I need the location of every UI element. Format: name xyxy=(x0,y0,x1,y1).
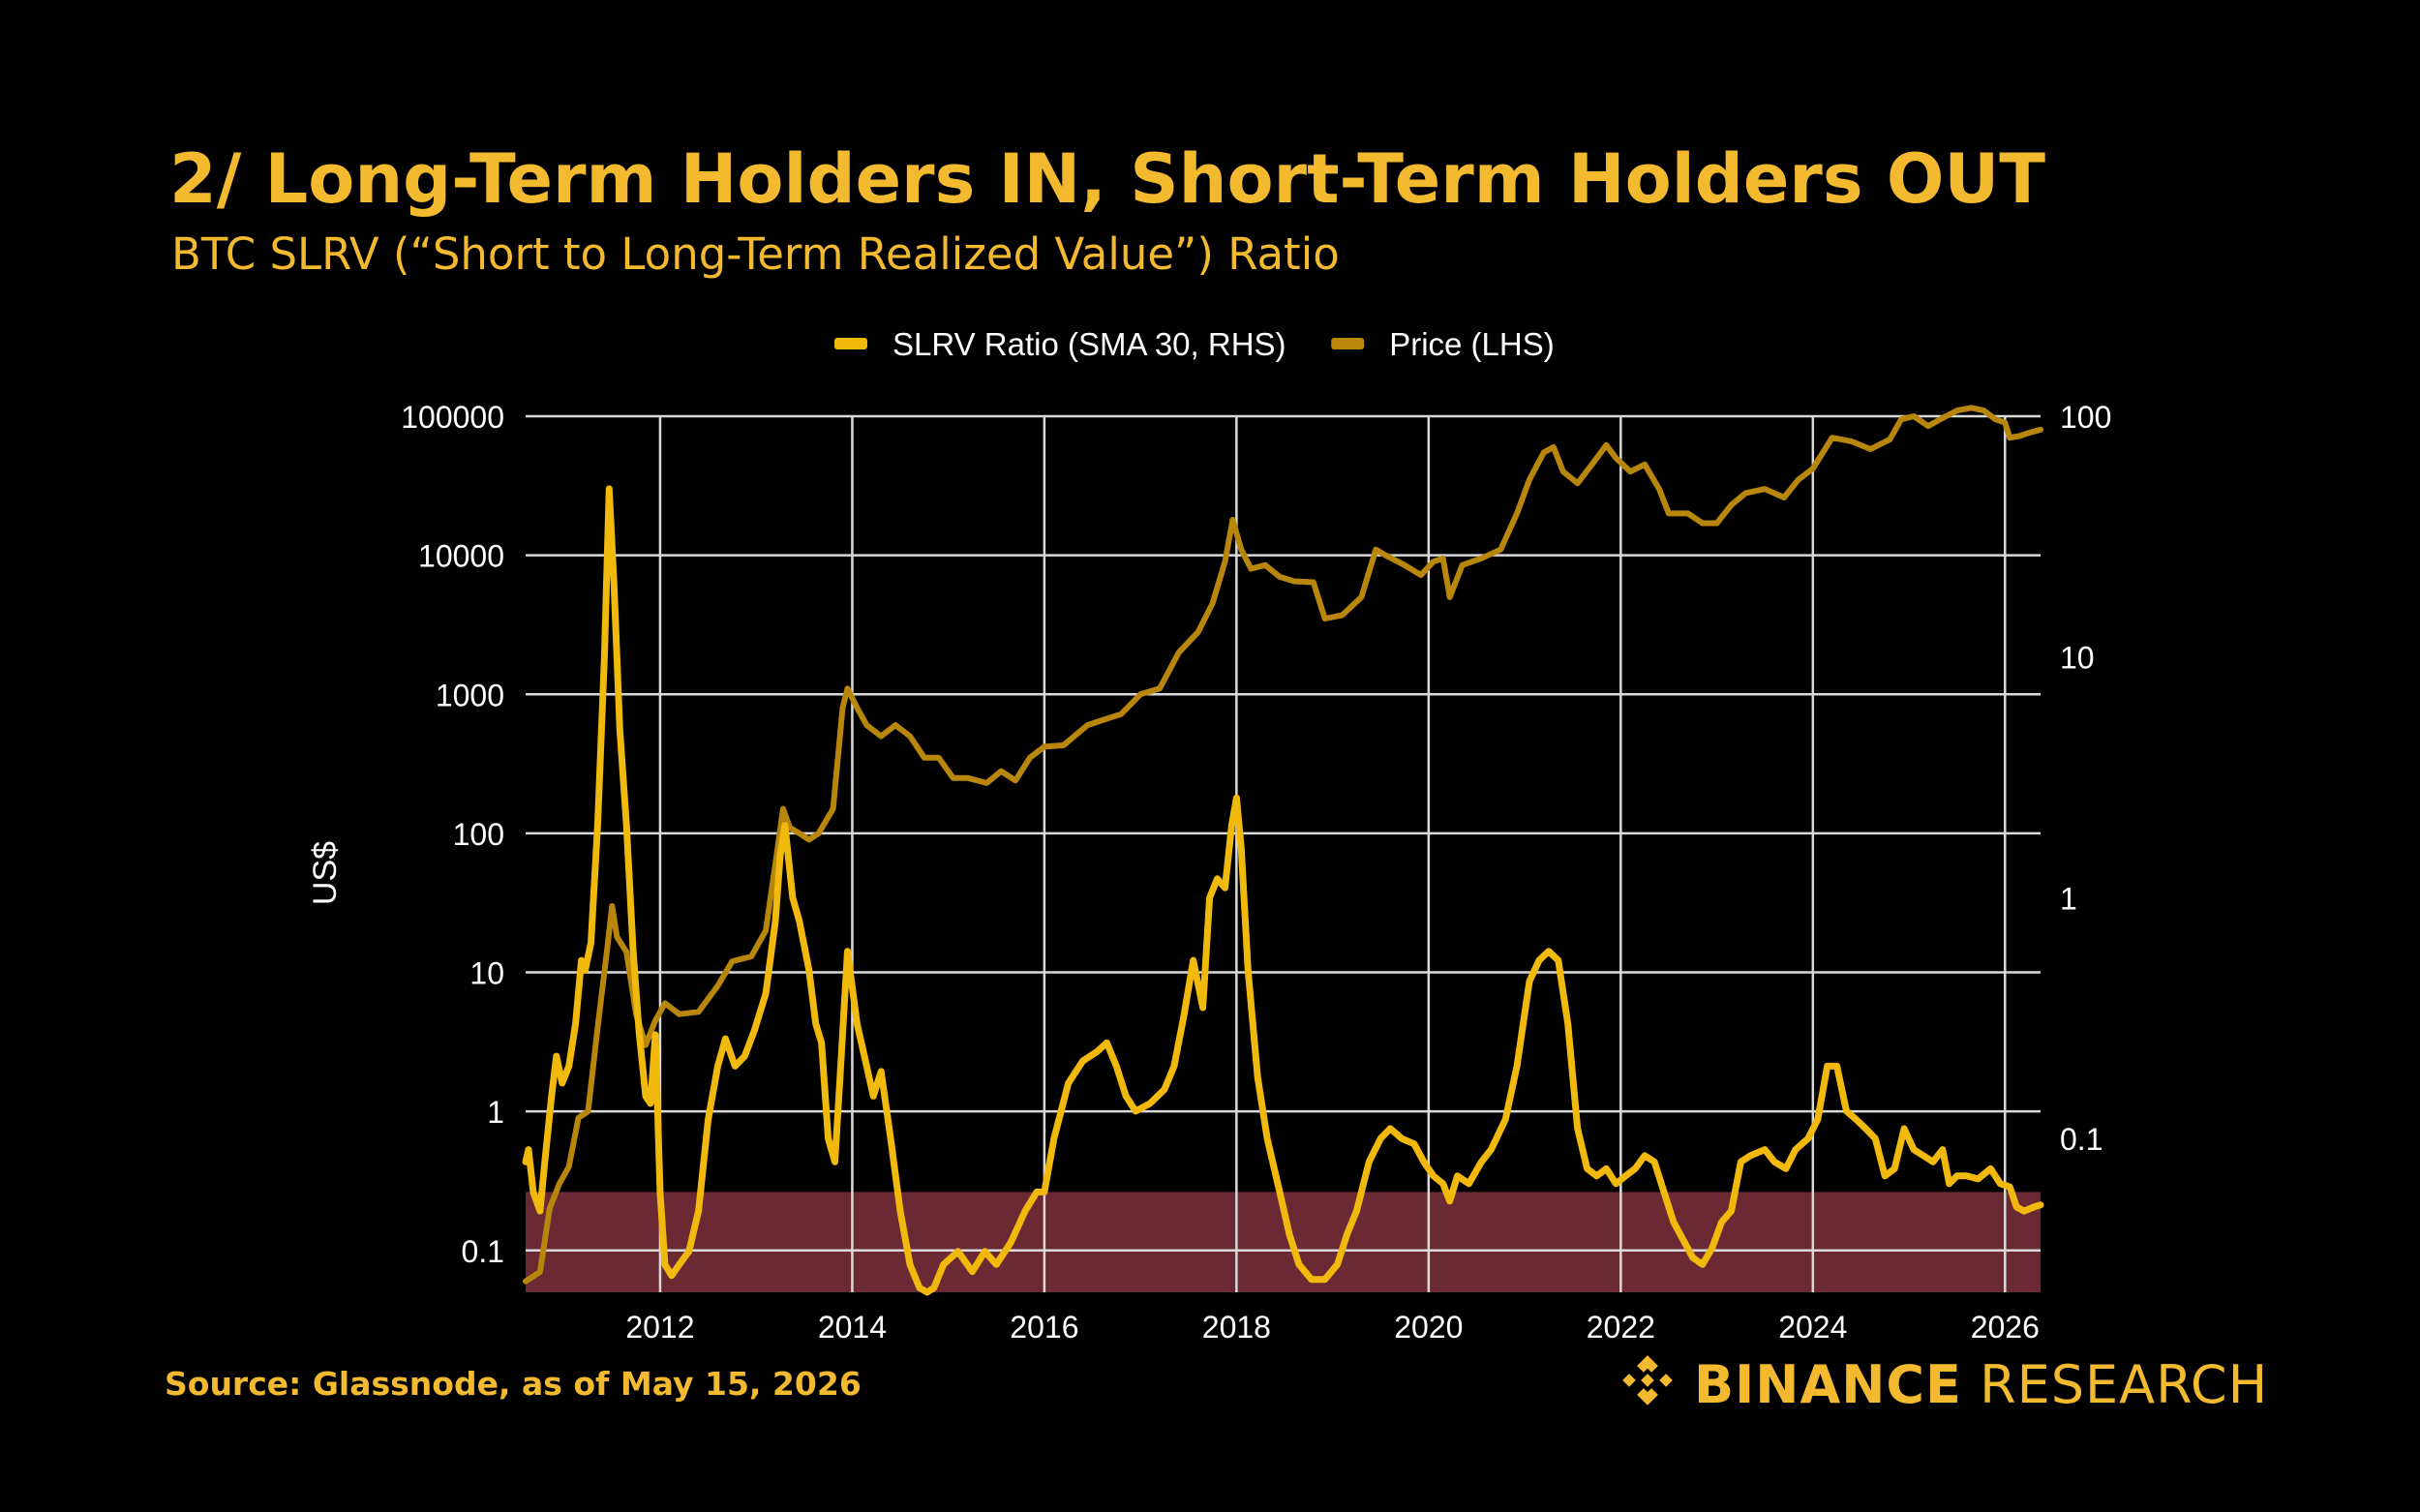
brand-text: BINANCE RESEARCH xyxy=(1694,1354,2268,1415)
x-tick-label: 2020 xyxy=(1394,1310,1463,1345)
x-tick-label: 2026 xyxy=(1971,1310,2040,1345)
y-left-tick-label: 0.1 xyxy=(462,1234,504,1269)
legend-label: Price (LHS) xyxy=(1389,326,1555,362)
y-left-tick-label: 100 xyxy=(453,817,504,852)
legend-label: SLRV Ratio (SMA 30, RHS) xyxy=(892,326,1286,362)
series-line-price xyxy=(523,405,2043,1285)
brand-name: BINANCE xyxy=(1694,1353,1962,1415)
y-left-tick-label: 1 xyxy=(487,1095,504,1130)
x-tick-label: 2018 xyxy=(1202,1310,1271,1345)
legend-swatch xyxy=(834,338,867,349)
x-tick-label: 2014 xyxy=(818,1310,887,1345)
y-right-tick-label: 10 xyxy=(2060,641,2095,676)
y-left-tick-label: 10 xyxy=(469,956,504,991)
y-right-tick-label: 0.1 xyxy=(2060,1122,2102,1157)
x-tick-label: 2022 xyxy=(1587,1310,1655,1345)
x-tick-label: 2012 xyxy=(625,1310,694,1345)
page-subtitle: BTC SLRV (“Short to Long-Term Realized V… xyxy=(171,228,1340,280)
legend-swatch xyxy=(1331,338,1365,349)
y-left-tick-label: 100000 xyxy=(401,400,504,435)
y-right-tick-label: 1 xyxy=(2060,881,2077,916)
source-note: Source: Glassnode, as of May 15, 2026 xyxy=(165,1365,862,1403)
x-tick-label: 2016 xyxy=(1010,1310,1078,1345)
brand-suffix: RESEARCH xyxy=(1961,1353,2269,1415)
page-title: 2/ Long-Term Holders IN, Short-Term Hold… xyxy=(169,139,2045,219)
y-right-tick-label: 100 xyxy=(2060,400,2111,435)
y-left-tick-label: 10000 xyxy=(418,539,504,574)
brand-logo-lockup: BINANCE RESEARCH xyxy=(1615,1351,2268,1417)
y-axis-label: US$ xyxy=(307,841,344,905)
y-left-tick-label: 1000 xyxy=(436,678,504,712)
series-line-slrv-ratio xyxy=(522,485,2044,1296)
binance-logo-icon xyxy=(1622,1355,1673,1406)
x-tick-label: 2024 xyxy=(1778,1310,1847,1345)
